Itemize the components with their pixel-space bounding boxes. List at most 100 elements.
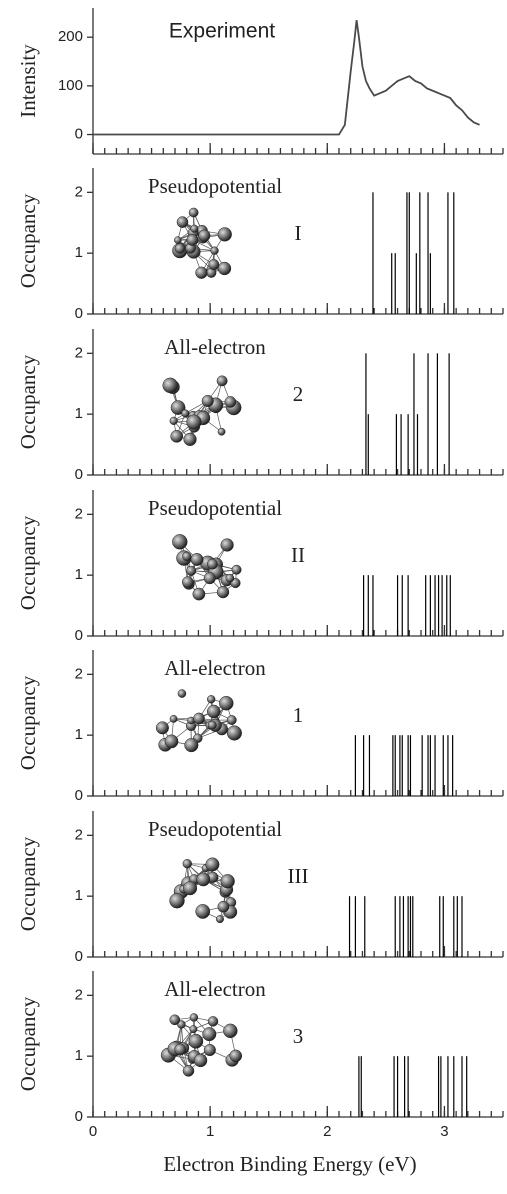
x-tick-label: 1 <box>206 1123 214 1140</box>
chart-title: Experiment <box>169 20 275 43</box>
x-axis-label: Electron Binding Energy (eV) <box>163 1152 416 1176</box>
cluster-atom <box>207 559 217 569</box>
y-tick-label: 200 <box>58 28 83 45</box>
cluster-atom <box>227 715 236 724</box>
chart-title: All-electron <box>164 977 266 1001</box>
y-tick-label: 1 <box>75 887 83 904</box>
y-tick-label: 1 <box>75 726 83 743</box>
cluster-atom <box>163 378 178 393</box>
y-tick-label: 1 <box>75 566 83 583</box>
cluster-atom <box>206 858 219 871</box>
cluster-atom <box>193 588 205 600</box>
y-axis-label: Occupancy <box>16 675 40 770</box>
cluster-illustration <box>161 1014 242 1077</box>
cluster-atom <box>204 1044 216 1056</box>
cluster-atom <box>208 721 216 729</box>
cluster-atom <box>207 695 215 703</box>
chart-title: Pseudopotential <box>148 817 282 841</box>
cluster-atom <box>189 1034 203 1048</box>
y-axis-label: Occupancy <box>16 996 40 1091</box>
cluster-illustration <box>163 376 241 446</box>
y-tick-label: 1 <box>75 244 83 261</box>
cluster-atom <box>183 859 192 868</box>
y-axis-label: Occupancy <box>16 193 40 288</box>
y-axis-label: Occupancy <box>16 515 40 610</box>
cluster-atom <box>186 566 196 576</box>
spectrum-line <box>93 20 480 134</box>
cluster-atom <box>208 1016 218 1026</box>
cluster-atom <box>218 428 225 435</box>
cluster-atom <box>170 715 177 722</box>
cluster-illustration <box>172 534 241 600</box>
structure-label: 2 <box>293 382 304 406</box>
cluster-atom <box>156 722 168 734</box>
y-tick-label: 0 <box>75 627 83 644</box>
cluster-atom <box>170 1015 180 1025</box>
cluster-atom <box>202 395 214 407</box>
cluster-atom <box>199 230 211 242</box>
cluster-atom <box>218 901 229 912</box>
y-axis-label: Occupancy <box>16 836 40 931</box>
x-tick-label: 3 <box>440 1123 448 1140</box>
cluster-atom <box>185 738 199 752</box>
y-tick-label: 0 <box>75 126 83 143</box>
cluster-atom <box>204 572 216 584</box>
y-axis-label: Intensity <box>16 44 40 118</box>
cluster-atom <box>216 915 223 922</box>
y-tick-label: 2 <box>75 826 83 843</box>
cluster-atom <box>170 893 185 908</box>
y-tick-label: 0 <box>75 948 83 965</box>
y-tick-label: 2 <box>75 986 83 1003</box>
cluster-atom <box>191 553 203 565</box>
cluster-atom <box>207 705 220 718</box>
cluster-atom <box>219 696 233 710</box>
chart-title: Pseudopotential <box>148 496 282 520</box>
cluster-atom <box>196 267 208 279</box>
cluster-atom <box>165 735 178 748</box>
y-tick-label: 0 <box>75 305 83 322</box>
x-tick-label: 2 <box>323 1123 331 1140</box>
cluster-atom <box>178 690 186 698</box>
y-axis-label: Occupancy <box>16 354 40 449</box>
cluster-atom <box>190 1025 197 1032</box>
cluster-atom <box>172 534 187 549</box>
cluster-atom <box>227 726 242 741</box>
cluster-atom <box>221 539 234 552</box>
cluster-atom <box>177 217 188 228</box>
structure-label: 3 <box>293 1024 304 1048</box>
cluster-atom <box>171 430 183 442</box>
cluster-atom <box>209 259 219 269</box>
cluster-atom <box>230 1050 242 1062</box>
cluster-atom <box>189 208 198 217</box>
cluster-atom <box>232 565 241 574</box>
cluster-atom <box>217 376 227 386</box>
cluster-atom <box>182 410 189 417</box>
y-tick-label: 0 <box>75 1108 83 1125</box>
cluster-illustration <box>170 858 237 923</box>
chart-title: All-electron <box>164 656 266 680</box>
cluster-atom <box>218 227 232 241</box>
cluster-atom <box>218 262 231 275</box>
chart-title: Pseudopotential <box>148 174 282 198</box>
cluster-illustration <box>172 208 231 279</box>
y-tick-label: 100 <box>58 77 83 94</box>
cluster-atom <box>196 904 210 918</box>
cluster-atom <box>221 874 235 888</box>
cluster-illustration <box>156 690 242 752</box>
cluster-atom <box>184 433 197 446</box>
cluster-atom <box>187 234 198 245</box>
figure: 0100200IntensityExperiment012OccupancyPs… <box>0 0 507 1194</box>
y-tick-label: 1 <box>75 1047 83 1064</box>
y-tick-label: 2 <box>75 183 83 200</box>
cluster-atom <box>217 586 229 598</box>
cluster-atom <box>182 577 193 588</box>
cluster-atom <box>182 552 191 561</box>
cluster-atom <box>191 225 199 233</box>
cluster-atom <box>174 237 181 244</box>
structure-label: I <box>295 221 302 245</box>
chart-title: All-electron <box>164 335 266 359</box>
cluster-atom <box>223 1024 237 1038</box>
cluster-atom <box>170 417 178 425</box>
cluster-atom <box>183 1065 194 1076</box>
cluster-atom <box>183 881 197 895</box>
